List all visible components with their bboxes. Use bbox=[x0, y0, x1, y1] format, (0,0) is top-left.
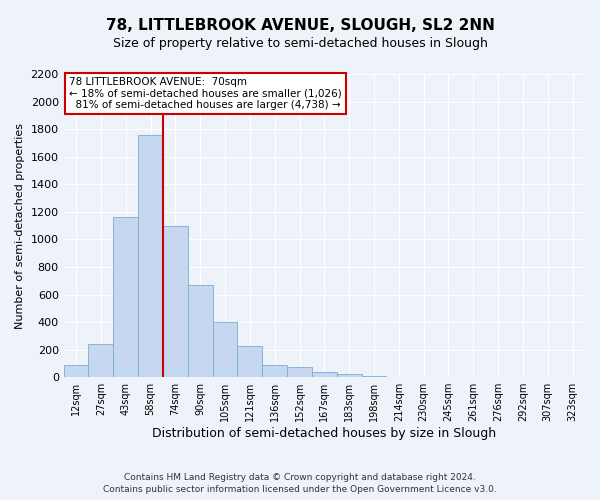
Bar bbox=[163, 226, 188, 377]
Bar bbox=[113, 218, 138, 377]
Text: 78 LITTLEBROOK AVENUE:  70sqm
← 18% of semi-detached houses are smaller (1,026)
: 78 LITTLEBROOK AVENUE: 70sqm ← 18% of se… bbox=[69, 77, 341, 110]
Bar bbox=[238, 346, 262, 377]
Text: 78, LITTLEBROOK AVENUE, SLOUGH, SL2 2NN: 78, LITTLEBROOK AVENUE, SLOUGH, SL2 2NN bbox=[106, 18, 494, 32]
Text: Size of property relative to semi-detached houses in Slough: Size of property relative to semi-detach… bbox=[113, 38, 487, 51]
Text: Contains public sector information licensed under the Open Government Licence v3: Contains public sector information licen… bbox=[103, 485, 497, 494]
Bar bbox=[386, 376, 411, 377]
Bar bbox=[188, 285, 212, 377]
Bar bbox=[138, 134, 163, 377]
Bar bbox=[362, 376, 386, 377]
Bar bbox=[312, 372, 337, 377]
Bar bbox=[262, 366, 287, 377]
Text: Contains HM Land Registry data © Crown copyright and database right 2024.: Contains HM Land Registry data © Crown c… bbox=[124, 472, 476, 482]
Y-axis label: Number of semi-detached properties: Number of semi-detached properties bbox=[15, 122, 25, 328]
Bar bbox=[337, 374, 362, 377]
Bar bbox=[212, 322, 238, 377]
Bar bbox=[88, 344, 113, 377]
Bar bbox=[287, 367, 312, 377]
Bar bbox=[64, 365, 88, 377]
X-axis label: Distribution of semi-detached houses by size in Slough: Distribution of semi-detached houses by … bbox=[152, 427, 496, 440]
